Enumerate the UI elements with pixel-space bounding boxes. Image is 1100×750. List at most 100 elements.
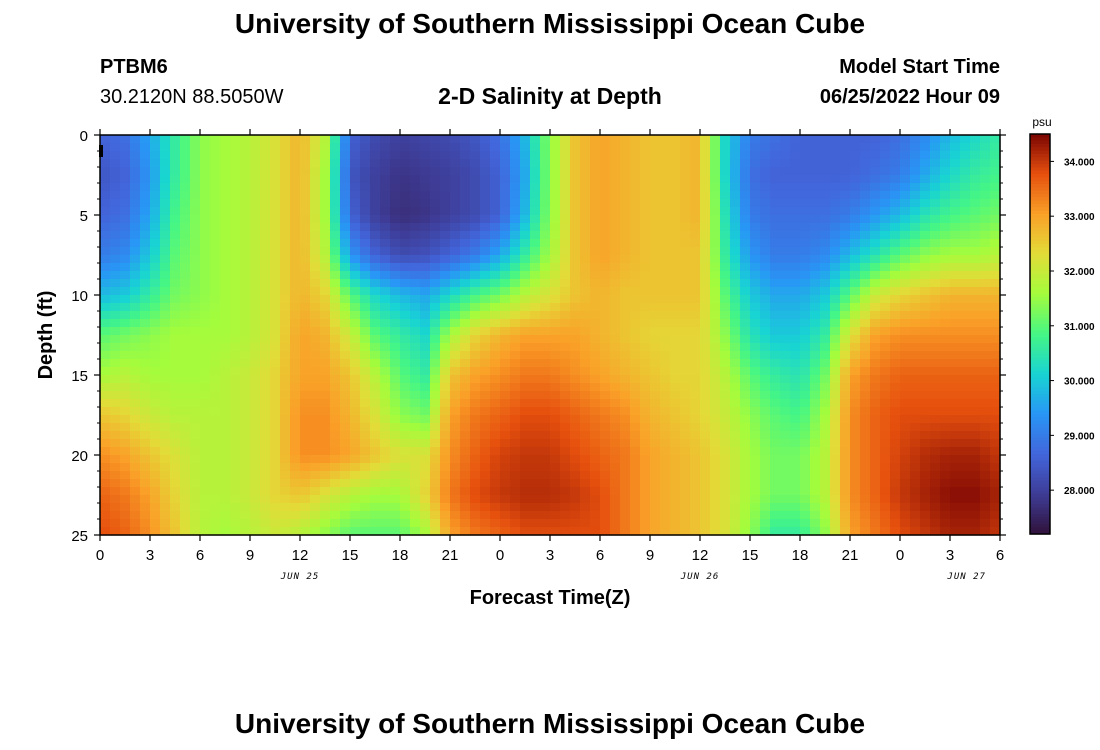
heatmap-cell: [330, 231, 341, 240]
heatmap-cell: [870, 431, 881, 440]
heatmap-cell: [990, 415, 1001, 424]
heatmap-cell: [960, 239, 971, 248]
heatmap-cell: [460, 351, 471, 360]
heatmap-cell: [670, 263, 681, 272]
heatmap-cell: [960, 463, 971, 472]
heatmap-cell: [730, 183, 741, 192]
heatmap-cell: [780, 231, 791, 240]
heatmap-cell: [100, 223, 111, 232]
heatmap-cell: [700, 447, 711, 456]
heatmap-cell: [750, 135, 761, 144]
heatmap-cell: [710, 135, 721, 144]
heatmap-cell: [120, 431, 131, 440]
heatmap-cell: [530, 447, 541, 456]
heatmap-cell: [750, 511, 761, 520]
heatmap-cell: [390, 279, 401, 288]
heatmap-cell: [360, 223, 371, 232]
heatmap-cell: [990, 247, 1001, 256]
heatmap-cell: [550, 431, 561, 440]
heatmap-cell: [280, 143, 291, 152]
colorbar-segment: [1030, 444, 1050, 448]
heatmap-cell: [880, 335, 891, 344]
heatmap-cell: [850, 367, 861, 376]
heatmap-cell: [620, 207, 631, 216]
heatmap-cell: [710, 279, 721, 288]
heatmap-cell: [390, 335, 401, 344]
heatmap-cell: [620, 255, 631, 264]
heatmap-cell: [760, 295, 771, 304]
heatmap-cell: [670, 215, 681, 224]
heatmap-cell: [520, 479, 531, 488]
heatmap-cell: [340, 231, 351, 240]
heatmap-cell: [130, 287, 141, 296]
heatmap-cell: [120, 367, 131, 376]
heatmap-cell: [740, 391, 751, 400]
heatmap-cell: [140, 399, 151, 408]
heatmap-cell: [240, 143, 251, 152]
heatmap-cell: [920, 431, 931, 440]
heatmap-cell: [250, 295, 261, 304]
heatmap-cell: [100, 407, 111, 416]
heatmap-cell: [210, 527, 221, 536]
heatmap-cell: [680, 407, 691, 416]
heatmap-cell: [580, 151, 591, 160]
heatmap-cell: [430, 303, 441, 312]
heatmap-cell: [170, 271, 181, 280]
heatmap-cell: [890, 183, 901, 192]
heatmap-cell: [350, 151, 361, 160]
heatmap-cell: [400, 343, 411, 352]
heatmap-cell: [120, 471, 131, 480]
heatmap-cell: [420, 431, 431, 440]
heatmap-cell: [780, 311, 791, 320]
heatmap-cell: [890, 311, 901, 320]
heatmap-cell: [170, 191, 181, 200]
heatmap-cell: [240, 215, 251, 224]
heatmap-cell: [590, 495, 601, 504]
heatmap-cell: [890, 431, 901, 440]
colorbar-segment: [1030, 350, 1050, 355]
heatmap-cell: [420, 263, 431, 272]
x-axis-title: Forecast Time(Z): [470, 587, 631, 609]
heatmap-cell: [390, 247, 401, 256]
heatmap-cell: [400, 359, 411, 368]
heatmap-cell: [800, 511, 811, 520]
heatmap-cell: [590, 271, 601, 280]
heatmap-cell: [900, 263, 911, 272]
heatmap-cell: [600, 223, 611, 232]
heatmap-cell: [340, 279, 351, 288]
heatmap-cell: [990, 431, 1001, 440]
heatmap-cell: [690, 447, 701, 456]
heatmap-cell: [510, 191, 521, 200]
heatmap-cell: [600, 231, 611, 240]
heatmap-cell: [650, 471, 661, 480]
heatmap-cell: [760, 327, 771, 336]
heatmap-cell: [280, 159, 291, 168]
heatmap-cell: [880, 167, 891, 176]
heatmap-cell: [860, 407, 871, 416]
heatmap-cell: [730, 143, 741, 152]
heatmap-cell: [490, 303, 501, 312]
heatmap-cell: [310, 167, 321, 176]
heatmap-cell: [410, 255, 421, 264]
heatmap-cell: [370, 159, 381, 168]
heatmap-cell: [590, 303, 601, 312]
heatmap-cell: [430, 407, 441, 416]
heatmap-cell: [420, 215, 431, 224]
heatmap-cell: [760, 447, 771, 456]
heatmap-cell: [140, 175, 151, 184]
heatmap-cell: [930, 375, 941, 384]
heatmap-cell: [120, 215, 131, 224]
heatmap-cell: [150, 503, 161, 512]
heatmap-cell: [110, 479, 121, 488]
heatmap-cell: [370, 471, 381, 480]
heatmap-cell: [690, 431, 701, 440]
heatmap-cell: [320, 343, 331, 352]
heatmap-cell: [760, 423, 771, 432]
heatmap-cell: [310, 431, 321, 440]
heatmap-cell: [690, 175, 701, 184]
heatmap-cell: [790, 255, 801, 264]
heatmap-cell: [350, 423, 361, 432]
heatmap-cell: [180, 487, 191, 496]
heatmap-cell: [580, 383, 591, 392]
heatmap-cell: [510, 239, 521, 248]
